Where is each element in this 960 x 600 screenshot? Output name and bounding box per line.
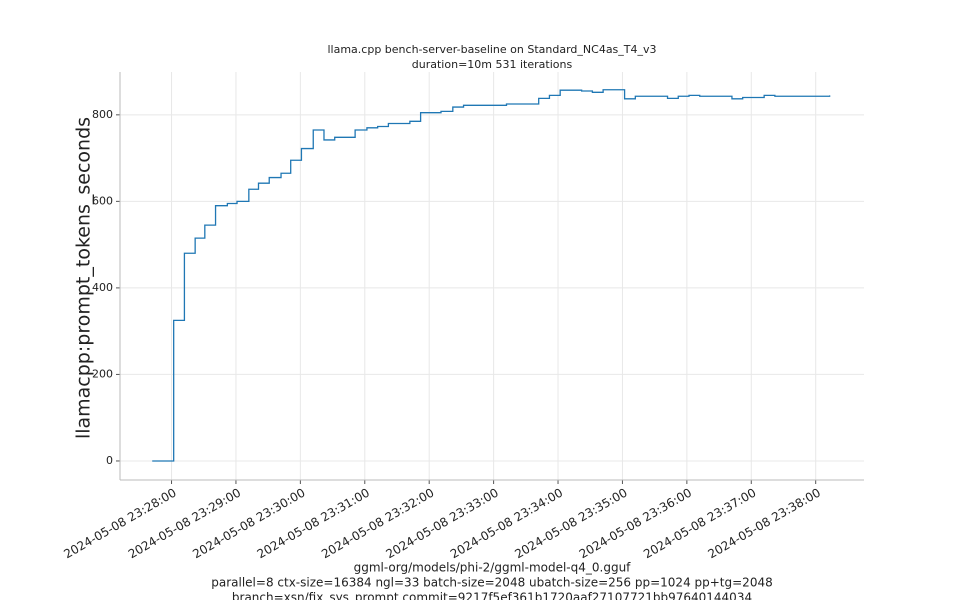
x-tick-label: 2024-05-08 23:28:00 bbox=[61, 486, 178, 562]
x-tick-label: 2024-05-08 23:31:00 bbox=[255, 486, 372, 562]
x-tick-label: 2024-05-08 23:37:00 bbox=[641, 486, 758, 562]
footer-note: ggml-org/models/phi-2/ggml-model-q4_0.gg… bbox=[354, 561, 632, 575]
y-tick-label: 0 bbox=[106, 454, 113, 467]
x-tick-label: 2024-05-08 23:38:00 bbox=[706, 486, 823, 562]
footer-note: branch=xsn/fix_sys_prompt commit=9217f5e… bbox=[232, 591, 752, 600]
x-tick-label: 2024-05-08 23:36:00 bbox=[577, 486, 694, 562]
chart-subtitle: duration=10m 531 iterations bbox=[412, 58, 573, 71]
y-axis-label: llamacpp:prompt_tokens_seconds bbox=[73, 117, 95, 439]
y-tick-label: 600 bbox=[92, 194, 113, 207]
x-tick-label: 2024-05-08 23:32:00 bbox=[319, 486, 436, 562]
footer-note: parallel=8 ctx-size=16384 ngl=33 batch-s… bbox=[211, 576, 772, 590]
x-tick-label: 2024-05-08 23:33:00 bbox=[383, 486, 500, 562]
y-tick-label: 800 bbox=[92, 108, 113, 121]
chart-title: llama.cpp bench-server-baseline on Stand… bbox=[327, 43, 656, 56]
y-tick-label: 400 bbox=[92, 281, 113, 294]
x-tick-label: 2024-05-08 23:30:00 bbox=[190, 486, 307, 562]
y-tick-label: 200 bbox=[92, 367, 113, 380]
x-tick-label: 2024-05-08 23:29:00 bbox=[126, 486, 243, 562]
x-tick-label: 2024-05-08 23:34:00 bbox=[448, 486, 565, 562]
x-tick-label: 2024-05-08 23:35:00 bbox=[512, 486, 629, 562]
data-line bbox=[152, 89, 831, 462]
